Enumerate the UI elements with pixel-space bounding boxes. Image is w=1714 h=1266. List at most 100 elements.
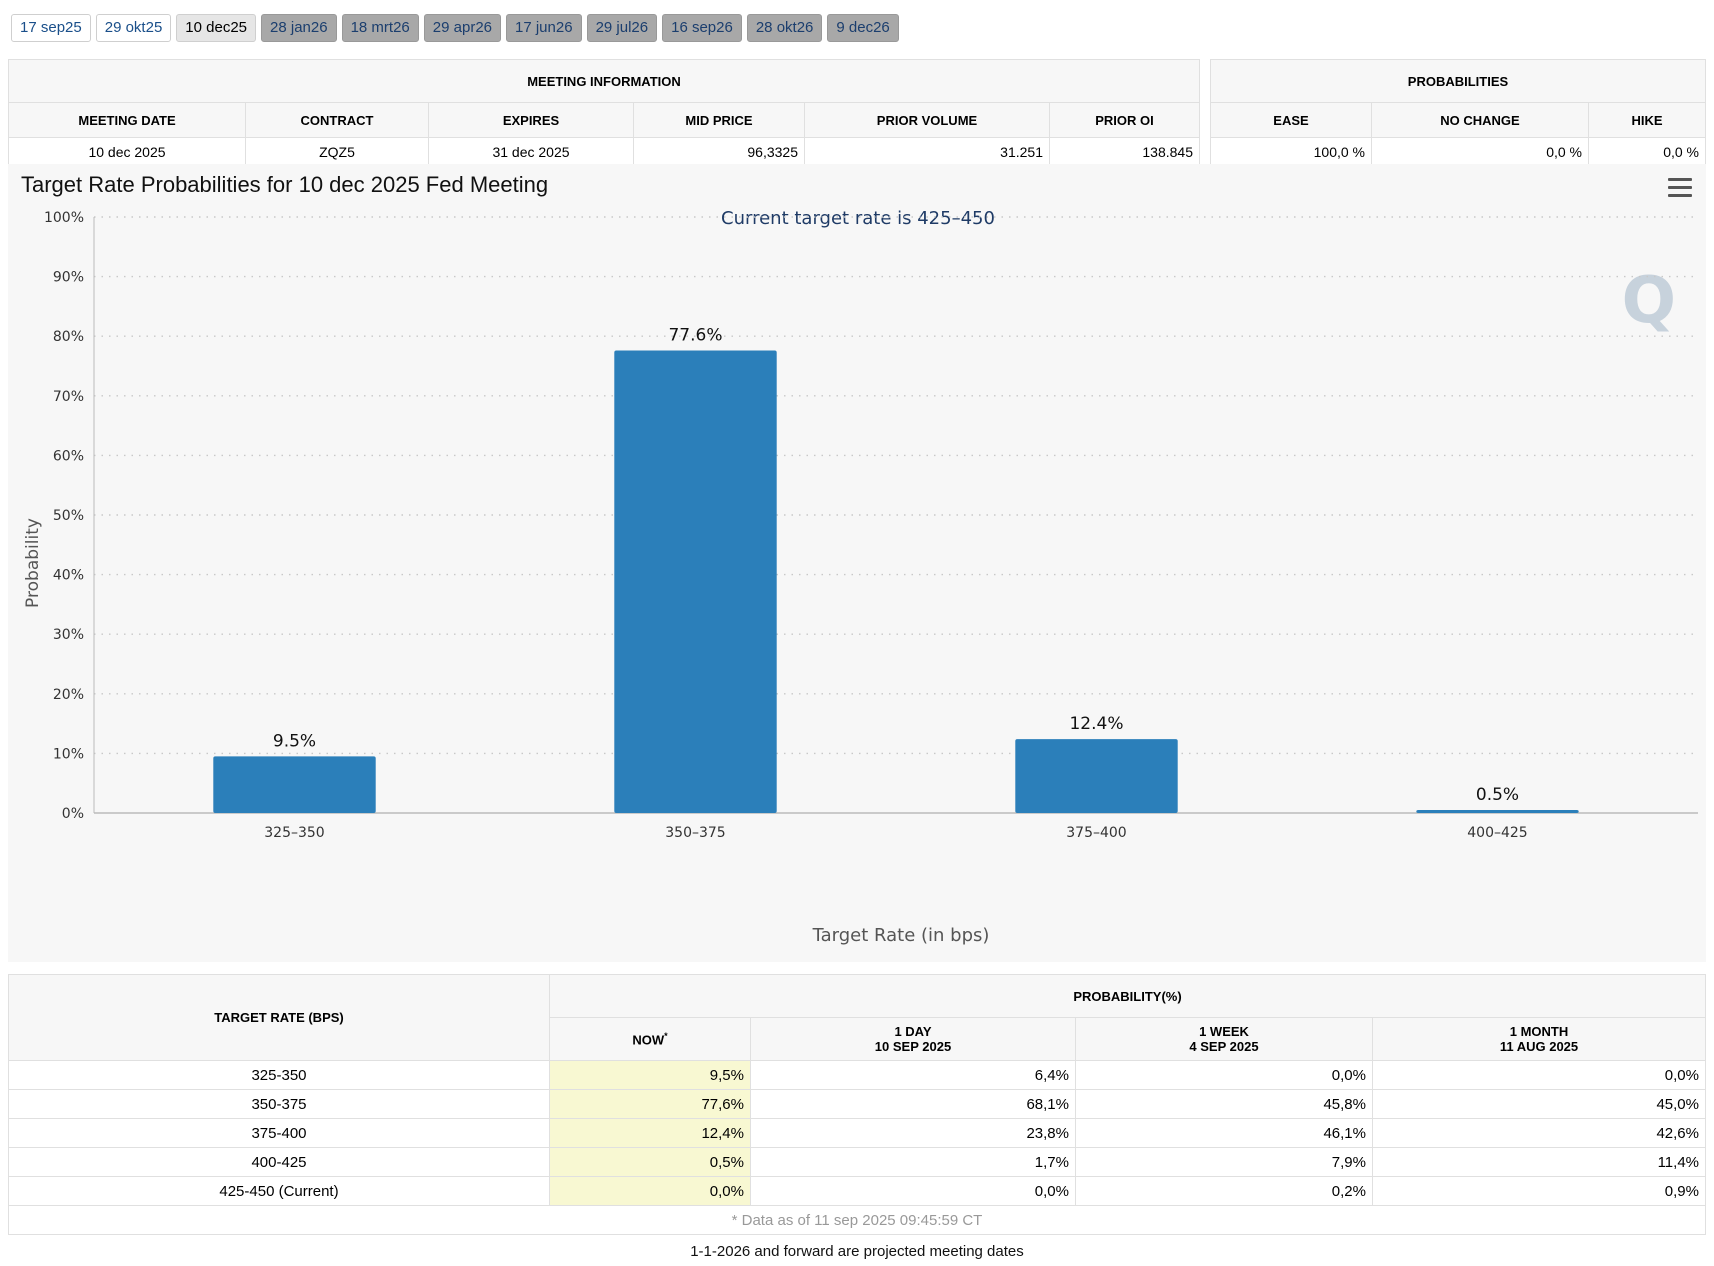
value-cell: 7,9% xyxy=(1075,1147,1373,1177)
now-cell: 9,5% xyxy=(549,1060,751,1090)
x-tick-label: 375–400 xyxy=(1066,825,1126,841)
value-cell: 0,9% xyxy=(1372,1176,1706,1206)
probability-table: TARGET RATE (BPS) PROBABILITY(%) NOW* 1 … xyxy=(8,974,1706,1235)
data-label: 0.5% xyxy=(1476,785,1519,805)
y-tick-label: 20% xyxy=(53,687,84,703)
bar-chart: Current target rate is 425–450 Target Ra… xyxy=(23,208,1698,946)
now-cell: 0,5% xyxy=(549,1147,751,1177)
y-axis-label: Probability xyxy=(23,518,43,608)
value-cell: 11,4% xyxy=(1372,1147,1706,1177)
tab-meeting[interactable]: 28 okt26 xyxy=(746,14,823,42)
no-change-value: 0,0 % xyxy=(1371,137,1589,167)
tab-meeting[interactable]: 18 mrt26 xyxy=(341,14,419,42)
tab-meeting[interactable]: 17 sep25 xyxy=(11,14,91,42)
data-timestamp-note: * Data as of 11 sep 2025 09:45:59 CT xyxy=(8,1205,1706,1235)
data-label: 77.6% xyxy=(668,326,722,346)
tab-meeting[interactable]: 29 okt25 xyxy=(95,14,172,42)
now-cell: 0,0% xyxy=(549,1176,751,1206)
tab-meeting[interactable]: 29 jul26 xyxy=(586,14,658,42)
rate-cell: 350-375 xyxy=(8,1089,550,1119)
col-header: PRIOR OI xyxy=(1049,102,1200,138)
y-tick-label: 100% xyxy=(44,210,84,226)
table-row: 400-425 0,5% 1,7% 7,9% 11,4% xyxy=(8,1147,1706,1177)
data-label: 9.5% xyxy=(273,731,316,751)
value-cell: 45,0% xyxy=(1372,1089,1706,1119)
now-cell: 12,4% xyxy=(549,1118,751,1148)
x-tick-label: 400–425 xyxy=(1467,825,1527,841)
quikstrike-logo: Q xyxy=(1621,264,1676,338)
value-cell: 46,1% xyxy=(1075,1118,1373,1148)
col-header: NO CHANGE xyxy=(1371,102,1589,138)
col-1month-header: 1 MONTH 11 AUG 2025 xyxy=(1372,1017,1706,1061)
value-cell: 0,0% xyxy=(1372,1060,1706,1090)
meeting-date-value: 10 dec 2025 xyxy=(8,137,246,167)
tab-meeting[interactable]: 17 jun26 xyxy=(506,14,582,42)
y-tick-label: 30% xyxy=(53,627,84,643)
x-axis-label: Target Rate (in bps) xyxy=(812,925,990,946)
tab-meeting[interactable]: 28 jan26 xyxy=(261,14,337,42)
prior-oi-value: 138.845 xyxy=(1049,137,1200,167)
prior-volume-value: 31.251 xyxy=(804,137,1050,167)
x-tick-label: 325–350 xyxy=(264,825,324,841)
now-cell: 77,6% xyxy=(549,1089,751,1119)
chart-container: Target Rate Probabilities for 10 dec 202… xyxy=(8,164,1706,962)
col-header: PRIOR VOLUME xyxy=(804,102,1050,138)
rate-cell: 325-350 xyxy=(8,1060,550,1090)
col-header: EASE xyxy=(1210,102,1372,138)
col-header: MEETING DATE xyxy=(8,102,246,138)
rate-cell: 375-400 xyxy=(8,1118,550,1148)
value-cell: 0,2% xyxy=(1075,1176,1373,1206)
bar xyxy=(1015,739,1178,813)
ease-value: 100,0 % xyxy=(1210,137,1372,167)
bar xyxy=(1416,810,1579,813)
hike-value: 0,0 % xyxy=(1588,137,1706,167)
col-header: EXPIRES xyxy=(428,102,634,138)
col-1week-header: 1 WEEK 4 SEP 2025 xyxy=(1075,1017,1373,1061)
probability-group-header: PROBABILITY(%) xyxy=(549,974,1706,1018)
data-label: 12.4% xyxy=(1069,714,1123,734)
bar xyxy=(614,350,777,813)
mid-price-value: 96,3325 xyxy=(633,137,805,167)
meeting-tabs: 17 sep25 29 okt25 10 dec25 28 jan26 18 m… xyxy=(11,14,899,42)
menu-icon[interactable] xyxy=(1668,178,1692,198)
table-row: 350-375 77,6% 68,1% 45,8% 45,0% xyxy=(8,1089,1706,1119)
y-tick-label: 10% xyxy=(53,746,84,762)
meeting-info-table: MEETING INFORMATION MEETING DATE CONTRAC… xyxy=(8,59,1200,167)
y-tick-label: 60% xyxy=(53,448,84,464)
tab-meeting-active[interactable]: 10 dec25 xyxy=(176,14,257,42)
tab-meeting[interactable]: 9 dec26 xyxy=(827,14,899,42)
col-header: MID PRICE xyxy=(633,102,805,138)
y-tick-label: 0% xyxy=(62,806,84,822)
value-cell: 1,7% xyxy=(750,1147,1076,1177)
value-cell: 0,0% xyxy=(1075,1060,1373,1090)
table-row: 425-450 (Current) 0,0% 0,0% 0,2% 0,9% xyxy=(8,1176,1706,1206)
col-header: CONTRACT xyxy=(245,102,429,138)
y-tick-label: 40% xyxy=(53,568,84,584)
chart-subtitle: Current target rate is 425–450 xyxy=(721,208,995,229)
probabilities-title: PROBABILITIES xyxy=(1210,59,1706,103)
chart-title: Target Rate Probabilities for 10 dec 202… xyxy=(21,172,549,197)
x-tick-label: 350–375 xyxy=(665,825,725,841)
value-cell: 68,1% xyxy=(750,1089,1076,1119)
table-row: 375-400 12,4% 23,8% 46,1% 42,6% xyxy=(8,1118,1706,1148)
value-cell: 23,8% xyxy=(750,1118,1076,1148)
col-header: HIKE xyxy=(1588,102,1706,138)
rate-cell: 425-450 (Current) xyxy=(8,1176,550,1206)
tab-meeting[interactable]: 29 apr26 xyxy=(423,14,501,42)
value-cell: 42,6% xyxy=(1372,1118,1706,1148)
col-now-header: NOW* xyxy=(549,1017,751,1061)
expires-value: 31 dec 2025 xyxy=(428,137,634,167)
meeting-info-title: MEETING INFORMATION xyxy=(8,59,1200,103)
bar xyxy=(213,756,376,813)
col-1day-header: 1 DAY 10 SEP 2025 xyxy=(750,1017,1076,1061)
y-tick-label: 90% xyxy=(53,270,84,286)
probabilities-table: PROBABILITIES EASE NO CHANGE HIKE 100,0 … xyxy=(1210,59,1706,167)
y-tick-label: 80% xyxy=(53,329,84,345)
value-cell: 45,8% xyxy=(1075,1089,1373,1119)
rate-cell: 400-425 xyxy=(8,1147,550,1177)
tab-meeting[interactable]: 16 sep26 xyxy=(662,14,742,42)
table-row: 325-350 9,5% 6,4% 0,0% 0,0% xyxy=(8,1060,1706,1090)
y-tick-label: 50% xyxy=(53,508,84,524)
value-cell: 0,0% xyxy=(750,1176,1076,1206)
contract-value: ZQZ5 xyxy=(245,137,429,167)
